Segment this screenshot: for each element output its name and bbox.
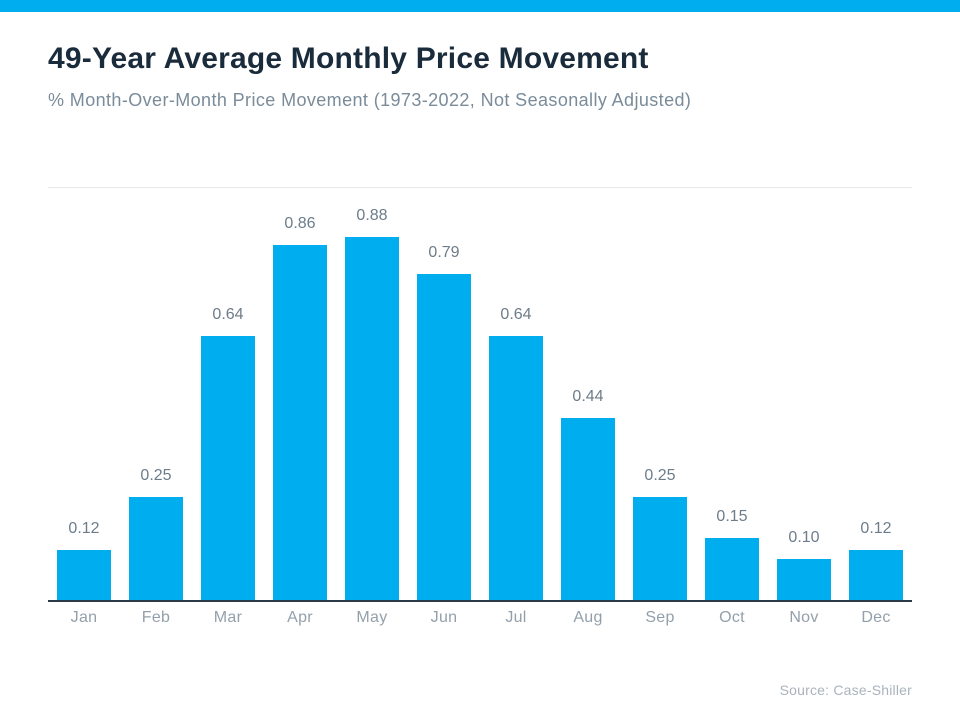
bar — [129, 497, 182, 600]
chart-title: 49-Year Average Monthly Price Movement — [48, 42, 912, 76]
x-axis-label: Oct — [719, 609, 745, 627]
bar-column: 0.64 — [480, 187, 552, 600]
bar-value-label: 0.10 — [788, 529, 819, 547]
bar — [561, 418, 614, 600]
bar — [345, 237, 398, 600]
x-axis-label-cell: Apr — [264, 606, 336, 630]
x-axis-label: Feb — [142, 609, 170, 627]
accent-top-bar — [0, 0, 960, 12]
bar-value-label: 0.12 — [860, 520, 891, 538]
bar-column: 0.10 — [768, 187, 840, 600]
x-axis-label: Mar — [214, 609, 242, 627]
x-axis-labels: Jan Feb Mar Apr May Jun Jul Aug Sep Oct Nov Dec — [48, 606, 912, 630]
x-axis-label: Dec — [861, 609, 890, 627]
bar-column: 0.25 — [120, 187, 192, 600]
bar-column: 0.44 — [552, 187, 624, 600]
x-axis-label-cell: Aug — [552, 606, 624, 630]
x-axis-line — [48, 600, 912, 602]
bar — [777, 559, 830, 600]
bar-column: 0.25 — [624, 187, 696, 600]
bar — [273, 245, 326, 600]
chart-area: 0.12 0.25 0.64 0.86 0.88 0.79 0.64 0.44 0.25 0.15… — [48, 187, 912, 630]
x-axis-label: Aug — [573, 609, 602, 627]
x-axis-label-cell: Jun — [408, 606, 480, 630]
x-axis-label-cell: Jul — [480, 606, 552, 630]
bars-row: 0.12 0.25 0.64 0.86 0.88 0.79 0.64 0.44 0.25 0.15… — [48, 187, 912, 600]
chart-card: 49-Year Average Monthly Price Movement %… — [48, 42, 912, 690]
x-axis-label-cell: Sep — [624, 606, 696, 630]
x-axis-label: Jun — [431, 609, 458, 627]
chart-subtitle: % Month-Over-Month Price Movement (1973-… — [48, 90, 912, 111]
bar-value-label: 0.25 — [644, 467, 675, 485]
bar-column: 0.12 — [48, 187, 120, 600]
x-axis-label-cell: Jan — [48, 606, 120, 630]
x-axis-label-cell: Feb — [120, 606, 192, 630]
bar-column: 0.86 — [264, 187, 336, 600]
bar-value-label: 0.88 — [356, 207, 387, 225]
bar-column: 0.64 — [192, 187, 264, 600]
x-axis-label-cell: May — [336, 606, 408, 630]
x-axis-label: Nov — [789, 609, 818, 627]
x-axis-label-cell: Dec — [840, 606, 912, 630]
bar — [633, 497, 686, 600]
bar — [705, 538, 758, 600]
bar — [57, 550, 110, 600]
bar-column: 0.88 — [336, 187, 408, 600]
bar-value-label: 0.25 — [140, 467, 171, 485]
bar-value-label: 0.64 — [500, 306, 531, 324]
source-label: Source: Case-Shiller — [780, 682, 912, 698]
x-axis-label: Jul — [505, 609, 526, 627]
bar-value-label: 0.15 — [716, 508, 747, 526]
bar-value-label: 0.64 — [212, 306, 243, 324]
x-axis-label: Jan — [71, 609, 98, 627]
bar-value-label: 0.79 — [428, 244, 459, 262]
x-axis-label-cell: Nov — [768, 606, 840, 630]
x-axis-label-cell: Mar — [192, 606, 264, 630]
x-axis-label-cell: Oct — [696, 606, 768, 630]
x-axis-label: Apr — [287, 609, 313, 627]
bar-value-label: 0.12 — [68, 520, 99, 538]
bar-column: 0.12 — [840, 187, 912, 600]
bar — [489, 336, 542, 600]
bar — [849, 550, 902, 600]
x-axis-label: May — [356, 609, 387, 627]
bar-value-label: 0.86 — [284, 215, 315, 233]
bar — [201, 336, 254, 600]
bar-column: 0.15 — [696, 187, 768, 600]
bar-column: 0.79 — [408, 187, 480, 600]
bar-value-label: 0.44 — [572, 388, 603, 406]
bar — [417, 274, 470, 600]
x-axis-label: Sep — [645, 609, 674, 627]
